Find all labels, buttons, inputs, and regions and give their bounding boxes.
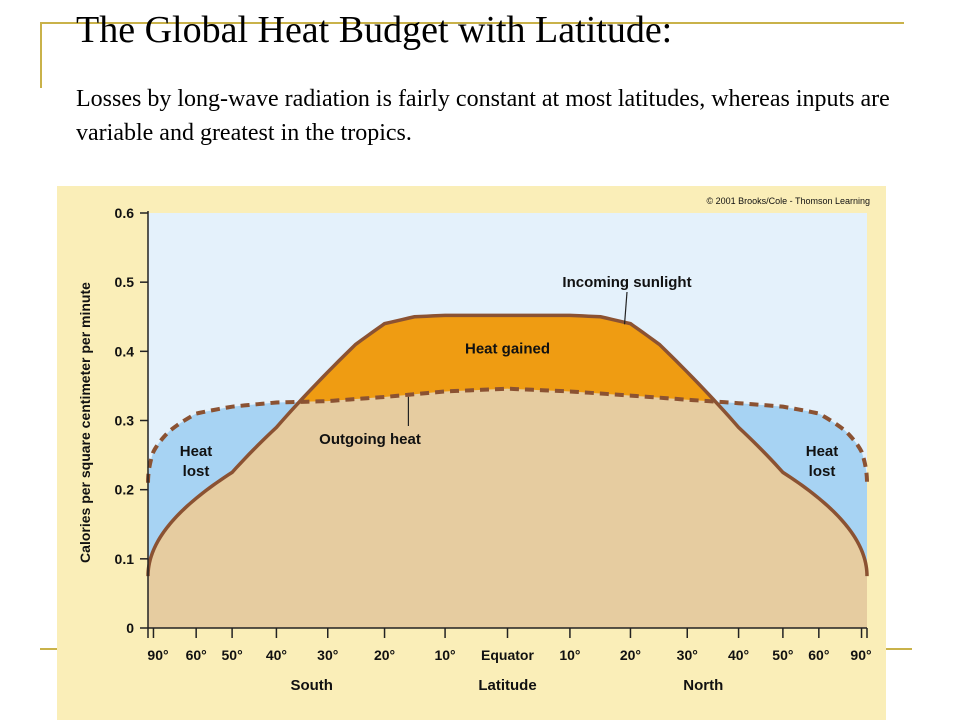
- series-line-incoming-sunlight: [146, 313, 869, 577]
- series-label-incoming-sunlight: Incoming sunlight: [562, 274, 691, 291]
- base-area: [148, 388, 867, 628]
- x-tick-label: 50°: [772, 647, 793, 663]
- x-axis: 90° 60° 50° 40° 30° 20° 10° Equator 10° 20° 30° 40°…: [147, 627, 872, 663]
- x-tick-label: Equator: [481, 647, 534, 663]
- y-tick-label: 0.2: [115, 482, 135, 498]
- y-tick-label: 0.6: [115, 205, 135, 221]
- slide-body-text: Losses by long-wave radiation is fairly …: [76, 86, 890, 146]
- annotation-heat-lost-north: Heat lost: [806, 443, 839, 480]
- y-tick-label: 0.5: [115, 274, 135, 290]
- chart-labels: © 2001 Brooks/Cole - Thomson Learning Lat…: [77, 196, 870, 694]
- figure-panel: 0 0.1 0.2 0.3 0.4 0.5 0.6 90° 60° 50° 40° 30° 20° 10…: [57, 186, 886, 720]
- x-axis-south-label: South: [290, 677, 333, 694]
- y-tick-label: 0.1: [115, 551, 135, 567]
- x-tick-label: 40°: [728, 647, 749, 663]
- x-axis-north-label: North: [683, 677, 723, 694]
- x-tick-label: 90°: [850, 647, 871, 663]
- annotation-heat-lost-south: Heat lost: [180, 443, 213, 480]
- x-tick-label: 40°: [266, 647, 287, 663]
- y-axis: 0 0.1 0.2 0.3 0.4 0.5 0.6: [115, 205, 149, 636]
- title-accent-hline: [40, 22, 904, 24]
- x-axis-title: Latitude: [478, 677, 536, 694]
- x-tick-label: 30°: [677, 647, 698, 663]
- title-accent-vline: [40, 22, 42, 88]
- y-tick-label: 0: [126, 620, 134, 636]
- x-tick-label: 10°: [434, 647, 455, 663]
- series-label-outgoing-heat: Outgoing heat: [319, 431, 421, 448]
- x-tick-label: 50°: [222, 647, 243, 663]
- x-tick-label: 60°: [186, 647, 207, 663]
- x-tick-label: 10°: [559, 647, 580, 663]
- x-tick-label: 90°: [147, 647, 168, 663]
- x-tick-label: 30°: [317, 647, 338, 663]
- slide-title: The Global Heat Budget with Latitude:: [76, 9, 673, 51]
- y-axis-title: Calories per square centimeter per minut…: [77, 282, 93, 563]
- x-tick-label: 20°: [374, 647, 395, 663]
- heat-budget-chart: 0 0.1 0.2 0.3 0.4 0.5 0.6 90° 60° 50° 40° 30° 20° 10…: [77, 196, 872, 694]
- x-tick-label: 60°: [808, 647, 829, 663]
- copyright-notice: © 2001 Brooks/Cole - Thomson Learning: [706, 196, 870, 206]
- incoming-sunlight-leader-line: [623, 291, 628, 325]
- annotation-heat-gained: Heat gained: [465, 340, 550, 357]
- y-tick-label: 0.3: [115, 413, 135, 429]
- y-tick-label: 0.4: [115, 343, 135, 359]
- x-tick-label: 20°: [620, 647, 641, 663]
